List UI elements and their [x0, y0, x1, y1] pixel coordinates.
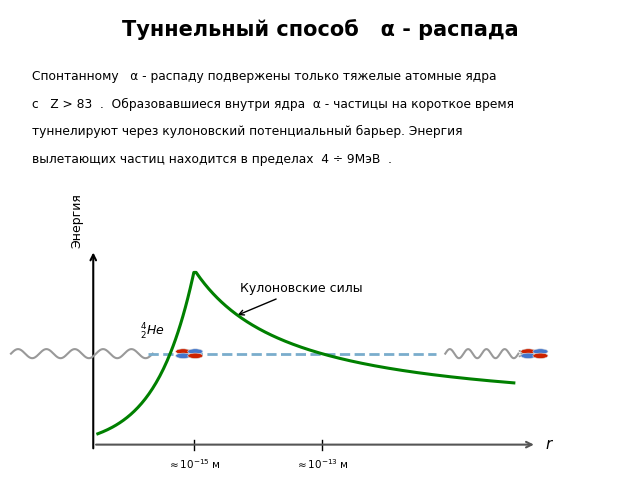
Circle shape: [188, 353, 203, 359]
Text: $\approx 10^{-15}$ м: $\approx 10^{-15}$ м: [167, 457, 221, 471]
Text: Кулоновские силы: Кулоновские силы: [239, 282, 362, 315]
Text: вылетающих частиц находится в пределах  4 ÷ 9МэВ  .: вылетающих частиц находится в пределах 4…: [32, 153, 392, 166]
Text: Энергия: Энергия: [71, 193, 84, 248]
Text: $\approx 10^{-13}$ м: $\approx 10^{-13}$ м: [295, 457, 349, 471]
Circle shape: [521, 353, 536, 359]
Circle shape: [533, 349, 548, 354]
Circle shape: [175, 353, 191, 359]
Text: с   Z > 83  .  Образовавшиеся внутри ядра  α - частицы на короткое время: с Z > 83 . Образовавшиеся внутри ядра α …: [32, 97, 514, 110]
Text: туннелируют через кулоновский потенциальный барьер. Энергия: туннелируют через кулоновский потенциаль…: [32, 125, 463, 138]
Circle shape: [175, 349, 191, 354]
Text: Туннельный способ   α - распада: Туннельный способ α - распада: [122, 19, 518, 40]
Text: Спонтанному   α - распаду подвержены только тяжелые атомные ядра: Спонтанному α - распаду подвержены тольк…: [32, 70, 497, 83]
Text: $^{4}_{2}He$: $^{4}_{2}He$: [140, 322, 165, 342]
Circle shape: [521, 349, 536, 354]
Text: r: r: [546, 437, 552, 452]
Circle shape: [533, 353, 548, 359]
Circle shape: [188, 349, 203, 354]
